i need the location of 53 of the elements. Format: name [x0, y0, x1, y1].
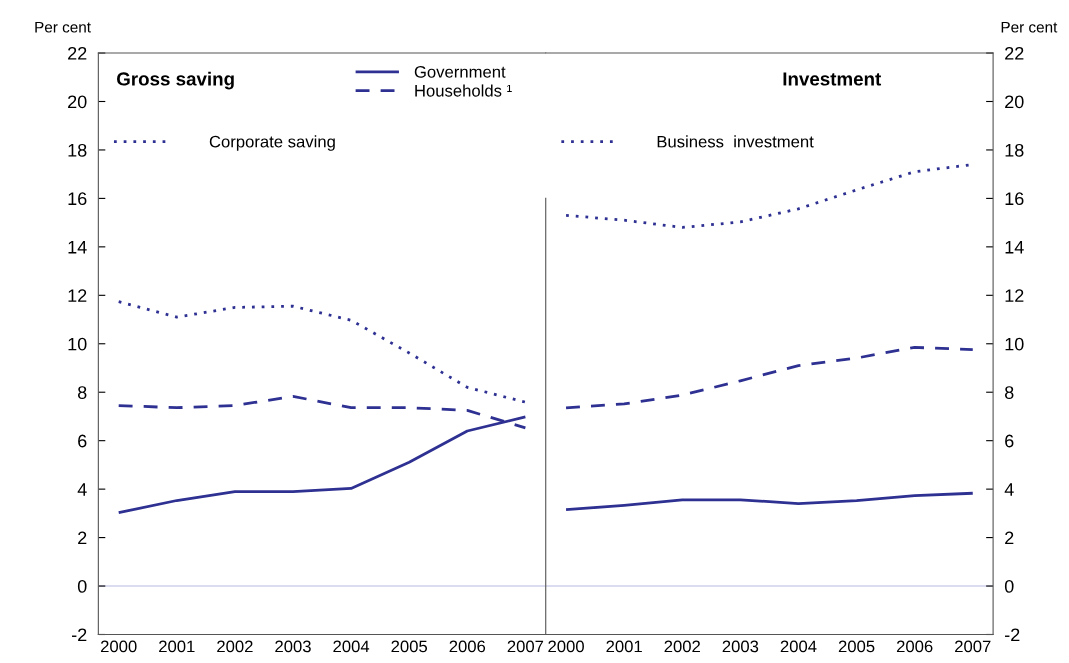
x-tick-label: 2005 — [838, 640, 875, 653]
x-tick-label: 2003 — [722, 640, 759, 653]
y-tick-label: 16 — [68, 192, 87, 206]
y-tick-label: 2 — [78, 531, 87, 545]
y-tick-label: 8 — [1005, 386, 1014, 399]
y-tick-label: 10 — [1005, 337, 1024, 351]
x-tick-label: 2005 — [391, 640, 428, 653]
y-tick-label: 12 — [68, 289, 87, 302]
y-tick-label: -2 — [1005, 628, 1020, 642]
x-tick-label: 2002 — [217, 640, 253, 653]
y-tick-label: 20 — [1005, 95, 1024, 109]
y-tick-label: -2 — [71, 628, 87, 642]
legend-label: Business investment — [657, 135, 814, 148]
legend-label: Households ¹ — [415, 84, 512, 97]
y-tick-label: 12 — [1005, 289, 1024, 302]
y-tick-label: 22 — [68, 46, 87, 60]
x-tick-label: 2001 — [159, 640, 195, 653]
x-tick-label: 2006 — [449, 640, 486, 653]
legend-label: Government — [414, 65, 506, 78]
line-series — [117, 300, 527, 404]
y-tick-label: 0 — [77, 579, 87, 593]
x-tick-label: 2006 — [896, 640, 933, 653]
x-tick-label: 2004 — [780, 640, 817, 653]
y-tick-label: 8 — [77, 386, 87, 399]
y-tick-label: 16 — [1005, 192, 1024, 206]
y-tick-label: 18 — [68, 143, 87, 157]
y-tick-label: 14 — [1005, 240, 1024, 254]
x-tick-label: 2007 — [955, 640, 991, 653]
x-tick-label: 2007 — [507, 640, 544, 653]
y-tick-label: 20 — [68, 95, 87, 109]
x-tick-label: 2003 — [275, 640, 311, 653]
x-tick-label: 2000 — [548, 640, 584, 653]
y-tick-label: 18 — [1005, 143, 1024, 157]
y-tick-label: 14 — [68, 240, 87, 254]
line-series — [564, 491, 975, 512]
line-series — [564, 346, 975, 410]
y-axis-title: Per cent — [1001, 21, 1058, 33]
x-tick-label: 2002 — [664, 640, 700, 653]
y-tick-label: 2 — [1005, 531, 1014, 545]
y-axis-title: Per cent — [35, 21, 91, 33]
x-tick-label: 2004 — [333, 640, 370, 653]
y-tick-label: 22 — [1005, 46, 1024, 60]
y-tick-label: 4 — [77, 483, 87, 496]
x-tick-label: 2001 — [606, 640, 642, 653]
x-tick-label: 2000 — [100, 640, 137, 653]
y-tick-label: 6 — [78, 434, 87, 448]
text: Gross saving — [117, 71, 234, 90]
y-tick-label: 0 — [1004, 579, 1014, 593]
y-tick-label: 4 — [1004, 483, 1014, 496]
text: Investment — [783, 72, 882, 86]
legend-label: Corporate saving — [209, 135, 335, 151]
y-tick-label: 6 — [1005, 434, 1014, 448]
y-tick-label: 10 — [68, 337, 87, 351]
